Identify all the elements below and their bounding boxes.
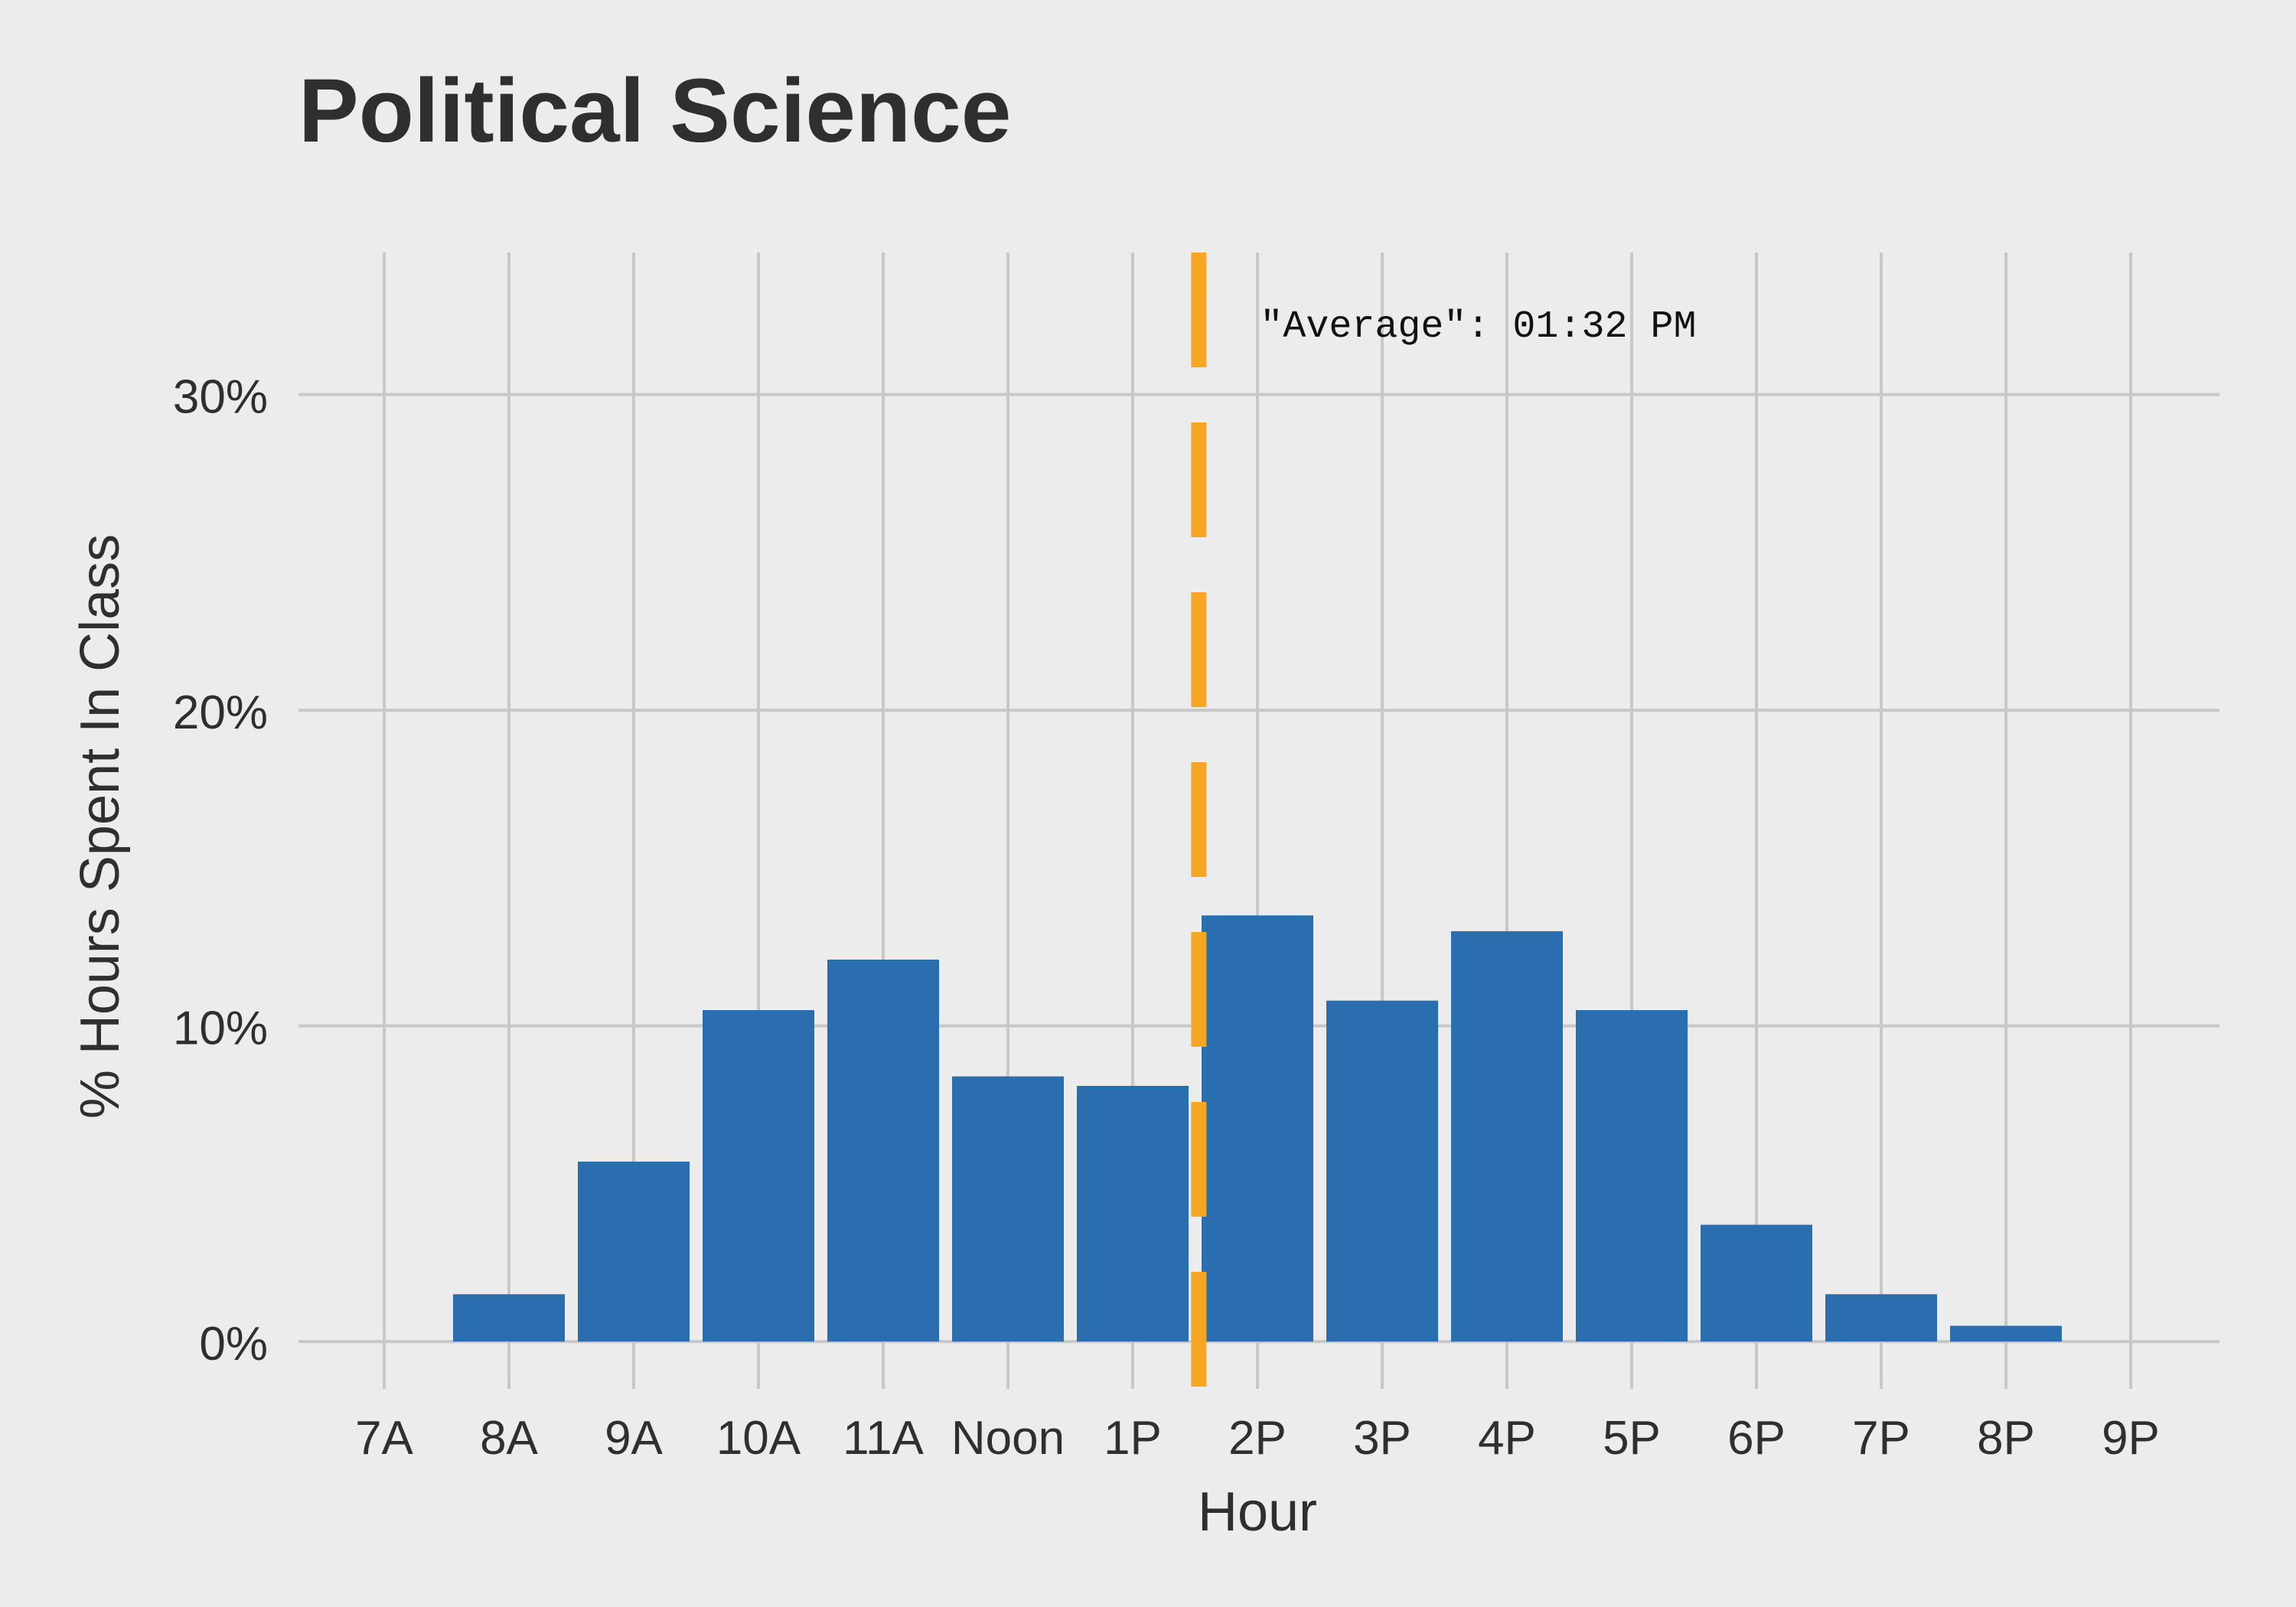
average-line-group: "Average": 01:32 PM: [1191, 253, 1696, 1389]
x-tick-label: 7P: [1852, 1412, 1910, 1465]
x-tick-label: 3P: [1353, 1412, 1411, 1465]
y-axis-ticks: 0% 10% 20% 30%: [173, 371, 268, 1371]
bar: [703, 1010, 814, 1342]
x-axis-label: Hour: [1198, 1482, 1317, 1543]
bar: [1950, 1325, 2062, 1342]
x-tick-label: 9A: [605, 1412, 663, 1465]
bar: [1077, 1086, 1189, 1342]
y-axis-label: % Hours Spent In Class: [70, 534, 131, 1119]
x-axis-ticks: 7A 8A 9A 10A 11A Noon 1P 2P 3P 4P 5P 6P 7P 8P 9P: [355, 1412, 2160, 1465]
y-tick-label: 20%: [173, 686, 268, 739]
bar: [1701, 1224, 1812, 1342]
x-tick-label: 4P: [1478, 1412, 1536, 1465]
y-tick-label: 10%: [173, 1002, 268, 1055]
bar: [1451, 931, 1563, 1342]
x-tick-label: 10A: [716, 1412, 801, 1465]
bar: [952, 1076, 1064, 1342]
x-tick-label: 5P: [1603, 1412, 1661, 1465]
bars: [453, 915, 2062, 1342]
bar: [1576, 1010, 1688, 1342]
x-tick-label: 2P: [1228, 1412, 1287, 1465]
chart-title: Political Science: [298, 60, 1011, 161]
x-tick-label: 8A: [480, 1412, 538, 1465]
bar: [1326, 1000, 1438, 1342]
bar: [1202, 915, 1313, 1342]
x-tick-label: 1P: [1104, 1412, 1162, 1465]
x-tick-label: 11A: [843, 1412, 924, 1465]
bar: [827, 960, 939, 1342]
x-tick-label: Noon: [951, 1412, 1065, 1465]
bar: [578, 1162, 690, 1342]
y-tick-label: 30%: [173, 371, 268, 424]
bar: [453, 1294, 565, 1342]
x-tick-label: 6P: [1727, 1412, 1786, 1465]
x-tick-label: 9P: [2102, 1412, 2160, 1465]
average-annotation: "Average": 01:32 PM: [1260, 305, 1696, 349]
x-tick-label: 8P: [1977, 1412, 2035, 1465]
x-tick-label: 7A: [355, 1412, 413, 1465]
bar: [1825, 1294, 1937, 1342]
y-tick-label: 0%: [199, 1318, 268, 1371]
